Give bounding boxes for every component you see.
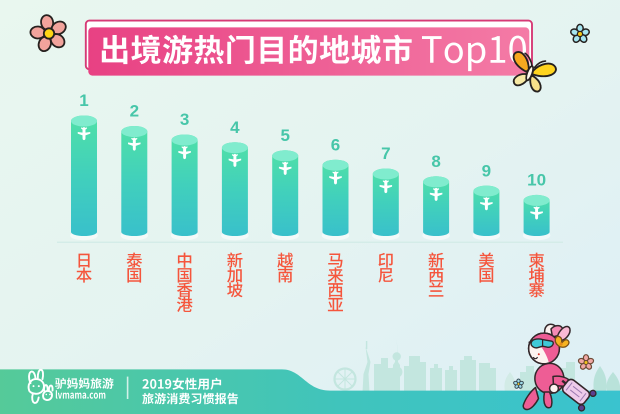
svg-text:1: 1 — [79, 91, 88, 110]
svg-text:4: 4 — [230, 118, 240, 137]
svg-text:2: 2 — [130, 102, 139, 121]
svg-text:3: 3 — [180, 110, 189, 129]
svg-text:9: 9 — [482, 161, 491, 180]
svg-text:10: 10 — [527, 171, 546, 190]
svg-text:5: 5 — [280, 126, 289, 145]
svg-text:7: 7 — [381, 144, 390, 163]
svg-text:8: 8 — [431, 152, 440, 171]
svg-text:6: 6 — [331, 135, 340, 154]
